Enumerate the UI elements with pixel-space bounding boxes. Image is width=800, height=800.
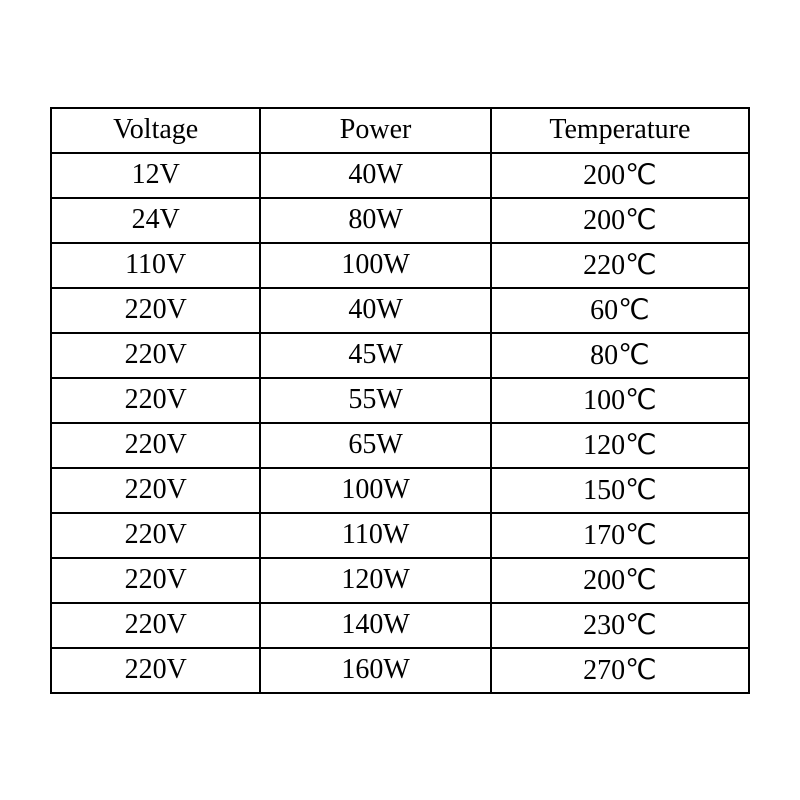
cell-temperature: 200℃: [491, 198, 749, 243]
cell-temperature: 80℃: [491, 333, 749, 378]
table-row: 220V 100W 150℃: [51, 468, 749, 513]
table-row: 220V 160W 270℃: [51, 648, 749, 693]
table-row: 220V 65W 120℃: [51, 423, 749, 468]
table-row: 220V 120W 200℃: [51, 558, 749, 603]
spec-table: Voltage Power Temperature 12V 40W 200℃ 2…: [50, 107, 750, 694]
cell-voltage: 110V: [51, 243, 260, 288]
cell-power: 65W: [260, 423, 490, 468]
cell-power: 40W: [260, 288, 490, 333]
cell-temperature: 170℃: [491, 513, 749, 558]
cell-voltage: 220V: [51, 378, 260, 423]
cell-voltage: 220V: [51, 603, 260, 648]
header-row: Voltage Power Temperature: [51, 108, 749, 153]
cell-voltage: 220V: [51, 423, 260, 468]
cell-power: 100W: [260, 243, 490, 288]
cell-temperature: 150℃: [491, 468, 749, 513]
cell-power: 120W: [260, 558, 490, 603]
header-temperature: Temperature: [491, 108, 749, 153]
table-row: 12V 40W 200℃: [51, 153, 749, 198]
cell-voltage: 24V: [51, 198, 260, 243]
cell-power: 55W: [260, 378, 490, 423]
header-power: Power: [260, 108, 490, 153]
cell-voltage: 220V: [51, 288, 260, 333]
table-row: 220V 140W 230℃: [51, 603, 749, 648]
cell-temperature: 200℃: [491, 153, 749, 198]
table-row: 220V 55W 100℃: [51, 378, 749, 423]
cell-temperature: 270℃: [491, 648, 749, 693]
table-row: 220V 45W 80℃: [51, 333, 749, 378]
table-row: 220V 110W 170℃: [51, 513, 749, 558]
cell-power: 40W: [260, 153, 490, 198]
cell-voltage: 12V: [51, 153, 260, 198]
cell-temperature: 230℃: [491, 603, 749, 648]
cell-temperature: 100℃: [491, 378, 749, 423]
table-header: Voltage Power Temperature: [51, 108, 749, 153]
cell-voltage: 220V: [51, 333, 260, 378]
spec-table-container: Voltage Power Temperature 12V 40W 200℃ 2…: [50, 107, 750, 694]
cell-power: 80W: [260, 198, 490, 243]
cell-voltage: 220V: [51, 513, 260, 558]
cell-power: 45W: [260, 333, 490, 378]
cell-power: 140W: [260, 603, 490, 648]
cell-voltage: 220V: [51, 648, 260, 693]
cell-temperature: 60℃: [491, 288, 749, 333]
table-body: 12V 40W 200℃ 24V 80W 200℃ 110V 100W 220℃…: [51, 153, 749, 693]
cell-temperature: 120℃: [491, 423, 749, 468]
cell-voltage: 220V: [51, 468, 260, 513]
table-row: 24V 80W 200℃: [51, 198, 749, 243]
cell-power: 110W: [260, 513, 490, 558]
cell-temperature: 200℃: [491, 558, 749, 603]
cell-power: 100W: [260, 468, 490, 513]
table-row: 220V 40W 60℃: [51, 288, 749, 333]
cell-power: 160W: [260, 648, 490, 693]
header-voltage: Voltage: [51, 108, 260, 153]
cell-temperature: 220℃: [491, 243, 749, 288]
table-row: 110V 100W 220℃: [51, 243, 749, 288]
cell-voltage: 220V: [51, 558, 260, 603]
